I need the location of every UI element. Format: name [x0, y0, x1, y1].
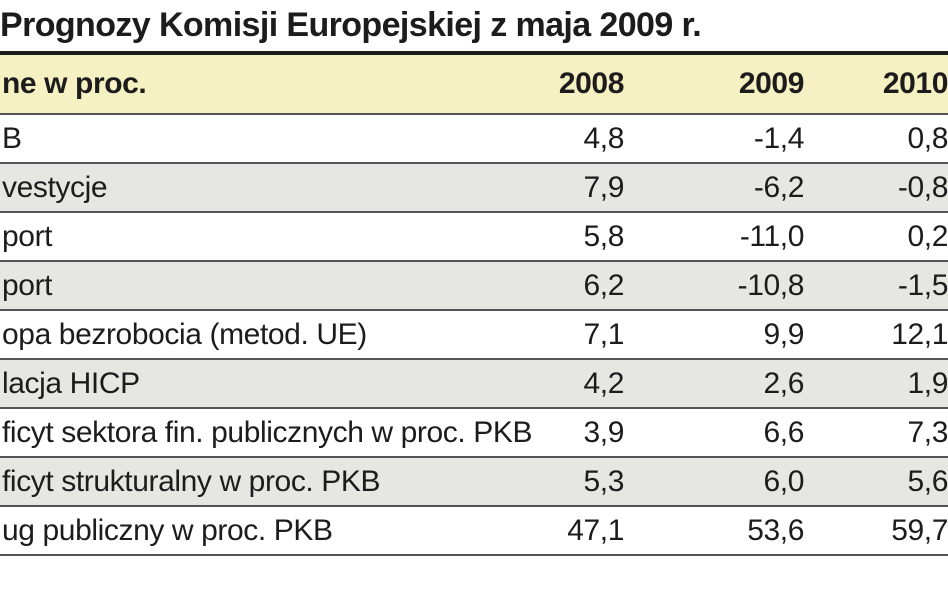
value-cell-2009: 6,0: [640, 457, 806, 507]
header-cell-2009: 2009: [640, 55, 806, 115]
row-label: ug publiczny w proc. PKB: [0, 506, 532, 556]
value-cell-2009: 6,6: [640, 408, 806, 458]
value-cell-2010: 5,6: [806, 457, 948, 507]
value-cell-2008: 7,1: [532, 310, 640, 360]
value-cell-2010: 0,2: [806, 212, 948, 262]
row-label: B: [0, 114, 532, 164]
value-cell-2009: -6,2: [640, 163, 806, 213]
row-label: port: [0, 261, 532, 311]
value-cell-2008: 5,3: [532, 457, 640, 507]
value-cell-2010: -1,5: [806, 261, 948, 311]
table-row: ug publiczny w proc. PKB 47,1 53,6 59,7: [0, 506, 948, 556]
row-label: port: [0, 212, 532, 262]
value-cell-2010: 12,1: [806, 310, 948, 360]
table-row: ficyt strukturalny w proc. PKB 5,3 6,0 5,6: [0, 457, 948, 507]
table-row: B 4,8 -1,4 0,8: [0, 114, 948, 164]
value-cell-2009: -10,8: [640, 261, 806, 311]
header-cell-2008: 2008: [532, 55, 640, 115]
row-label: ficyt strukturalny w proc. PKB: [0, 457, 532, 507]
value-cell-2008: 4,8: [532, 114, 640, 164]
forecast-table: ne w proc. 2008 2009 2010 B 4,8 -1,4 0,8 ves…: [0, 55, 948, 556]
header-row: ne w proc. 2008 2009 2010: [0, 55, 948, 115]
header-cell-2010: 2010: [806, 55, 948, 115]
table-row: port 6,2 -10,8 -1,5: [0, 261, 948, 311]
value-cell-2010: 59,7: [806, 506, 948, 556]
value-cell-2008: 4,2: [532, 359, 640, 409]
value-cell-2010: 1,9: [806, 359, 948, 409]
row-label: vestycje: [0, 163, 532, 213]
table-row: ficyt sektora fin. publicznych w proc. P…: [0, 408, 948, 458]
value-cell-2009: 53,6: [640, 506, 806, 556]
value-cell-2009: 2,6: [640, 359, 806, 409]
value-cell-2008: 6,2: [532, 261, 640, 311]
table-row: port 5,8 -11,0 0,2: [0, 212, 948, 262]
table-body: B 4,8 -1,4 0,8 vestycje 7,9 -6,2 -0,8 port 5,8 -11…: [0, 114, 948, 556]
table-title: Prognozy Komisji Europejskiej z maja 200…: [0, 6, 702, 44]
row-label: opa bezrobocia (metod. UE): [0, 310, 532, 360]
value-cell-2010: 7,3: [806, 408, 948, 458]
value-cell-2008: 7,9: [532, 163, 640, 213]
title-rule: [0, 51, 948, 55]
value-cell-2009: -11,0: [640, 212, 806, 262]
value-cell-2008: 3,9: [532, 408, 640, 458]
row-label: lacja HICP: [0, 359, 532, 409]
value-cell-2008: 5,8: [532, 212, 640, 262]
table-row: vestycje 7,9 -6,2 -0,8: [0, 163, 948, 213]
value-cell-2010: 0,8: [806, 114, 948, 164]
value-cell-2008: 47,1: [532, 506, 640, 556]
header-cell-label: ne w proc.: [0, 55, 532, 115]
value-cell-2009: 9,9: [640, 310, 806, 360]
value-cell-2009: -1,4: [640, 114, 806, 164]
value-cell-2010: -0,8: [806, 163, 948, 213]
table-row: lacja HICP 4,2 2,6 1,9: [0, 359, 948, 409]
table-row: opa bezrobocia (metod. UE) 7,1 9,9 12,1: [0, 310, 948, 360]
row-label: ficyt sektora fin. publicznych w proc. P…: [0, 408, 532, 458]
